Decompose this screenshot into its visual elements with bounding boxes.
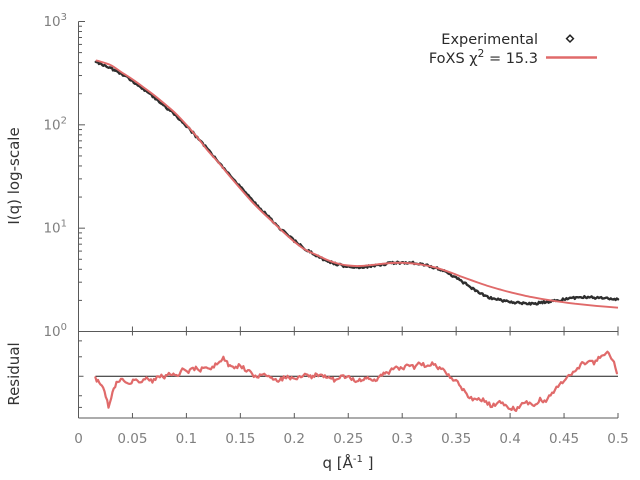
residual-y-axis-title: Residual — [5, 342, 23, 405]
x-tick-label: 0.35 — [441, 431, 471, 447]
foxs-fit-curve — [95, 59, 619, 309]
main-y-axis-title: I(q) log-scale — [5, 127, 23, 224]
x-tick-label: 0.2 — [284, 431, 305, 447]
residual-panel — [94, 350, 618, 412]
main-panel — [94, 59, 620, 309]
x-tick-label: 0.15 — [225, 431, 255, 447]
x-tick-label: 0.4 — [499, 431, 520, 447]
legend-experimental-label: Experimental — [441, 32, 538, 48]
axes: 100 101 102 103 0 0.05 0.1 0.15 0.2 0.25 0.3 0.35 0.… — [43, 12, 628, 447]
experimental-curve — [94, 60, 620, 306]
diamond-icon — [565, 34, 575, 44]
x-tick-label: 0.5 — [607, 431, 628, 447]
residual-curve — [94, 350, 618, 412]
x-tick-label: 0.3 — [391, 431, 412, 447]
x-tick-label: 0 — [74, 431, 83, 447]
x-tick-label: 0.1 — [176, 431, 197, 447]
legend-fit-label: FoXS χ2 = 15.3 — [429, 48, 538, 67]
y-tick-label: 102 — [43, 115, 67, 133]
x-axis-title: q [Å-1 ] — [322, 453, 373, 472]
y-tick-label: 103 — [43, 12, 67, 30]
x-tick-label: 0.45 — [549, 431, 579, 447]
y-tick-label: 100 — [43, 322, 67, 340]
axis-titles: q [Å-1 ] I(q) log-scale Residual — [5, 127, 374, 472]
x-tick-label: 0.25 — [333, 431, 363, 447]
y-tick-label: 101 — [43, 219, 67, 237]
x-tick-label: 0.05 — [117, 431, 147, 447]
